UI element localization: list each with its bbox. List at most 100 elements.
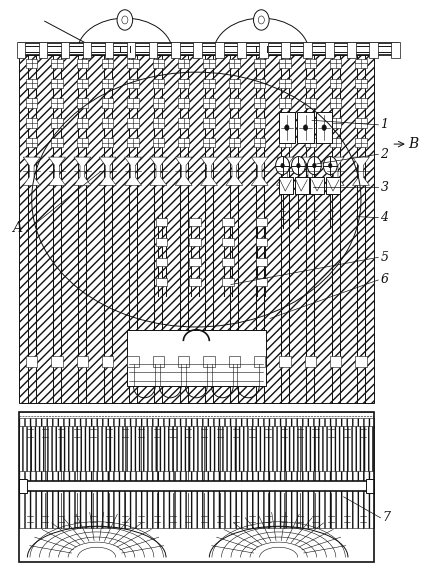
Bar (149, 42, 157, 58)
Bar (305, 356, 316, 366)
Bar (51, 79, 63, 88)
Text: 2: 2 (381, 148, 388, 161)
Bar (77, 138, 88, 147)
Bar (355, 118, 367, 127)
Polygon shape (226, 157, 243, 185)
Bar (153, 98, 164, 108)
Bar (102, 98, 113, 108)
Bar (203, 98, 215, 108)
Bar (305, 98, 316, 108)
Bar (222, 278, 234, 286)
Bar (105, 42, 113, 58)
Bar (279, 79, 291, 88)
Bar (222, 258, 234, 266)
Bar (19, 55, 374, 403)
Bar (19, 479, 27, 493)
Bar (330, 356, 341, 366)
Bar (305, 138, 316, 147)
Bar (26, 79, 37, 88)
Circle shape (324, 156, 337, 175)
Bar (178, 138, 189, 147)
Bar (102, 118, 113, 127)
Circle shape (281, 163, 284, 168)
Bar (229, 98, 240, 108)
Bar (171, 42, 180, 58)
Bar (391, 42, 400, 58)
Bar (189, 258, 201, 266)
Bar (222, 218, 234, 226)
Bar (193, 42, 201, 58)
Bar (203, 356, 215, 366)
Polygon shape (48, 157, 65, 185)
Text: A: A (12, 221, 22, 235)
Circle shape (122, 16, 128, 24)
Bar (26, 138, 37, 147)
Bar (279, 138, 291, 147)
Text: 7: 7 (383, 512, 391, 524)
Bar (19, 418, 374, 528)
Bar (327, 177, 341, 194)
Polygon shape (302, 157, 319, 185)
Bar (19, 43, 398, 55)
Bar (51, 118, 63, 127)
Bar (153, 118, 164, 127)
Bar (254, 59, 265, 68)
Bar (61, 42, 69, 58)
Bar (17, 42, 25, 58)
Bar (77, 79, 88, 88)
Bar (229, 118, 240, 127)
Polygon shape (99, 157, 116, 185)
Bar (229, 138, 240, 147)
Bar (156, 258, 167, 266)
Circle shape (303, 125, 308, 130)
Bar (279, 118, 291, 127)
Bar (254, 356, 265, 366)
Bar (325, 42, 334, 58)
Bar (39, 42, 47, 58)
Bar (355, 138, 367, 147)
Bar (102, 59, 113, 68)
Bar (310, 177, 324, 194)
Bar (279, 59, 291, 68)
Polygon shape (74, 157, 91, 185)
Polygon shape (276, 157, 293, 185)
Bar (178, 98, 189, 108)
Bar (51, 138, 63, 147)
Polygon shape (201, 157, 218, 185)
Bar (102, 79, 113, 88)
Bar (316, 112, 332, 143)
Bar (355, 98, 367, 108)
Bar (127, 42, 136, 58)
Circle shape (276, 156, 290, 175)
Bar (305, 118, 316, 127)
Bar (279, 112, 295, 143)
Bar (222, 238, 234, 246)
Bar (229, 59, 240, 68)
Bar (178, 118, 189, 127)
Bar (26, 98, 37, 108)
Bar (255, 218, 267, 226)
Bar (305, 79, 316, 88)
Bar (189, 238, 201, 246)
Bar (279, 356, 291, 366)
Bar (330, 59, 341, 68)
Bar (254, 79, 265, 88)
Bar (203, 59, 215, 68)
Text: 6: 6 (381, 274, 388, 286)
Polygon shape (150, 157, 167, 185)
Bar (156, 278, 167, 286)
Bar (305, 59, 316, 68)
Polygon shape (125, 157, 141, 185)
Bar (156, 238, 167, 246)
Bar (77, 118, 88, 127)
Bar (127, 356, 139, 366)
Circle shape (253, 10, 269, 30)
Bar (279, 98, 291, 108)
Bar (229, 356, 240, 366)
Polygon shape (353, 157, 369, 185)
Bar (297, 112, 314, 143)
Bar (19, 426, 374, 471)
Bar (203, 138, 215, 147)
Bar (255, 278, 267, 286)
Bar (189, 278, 201, 286)
